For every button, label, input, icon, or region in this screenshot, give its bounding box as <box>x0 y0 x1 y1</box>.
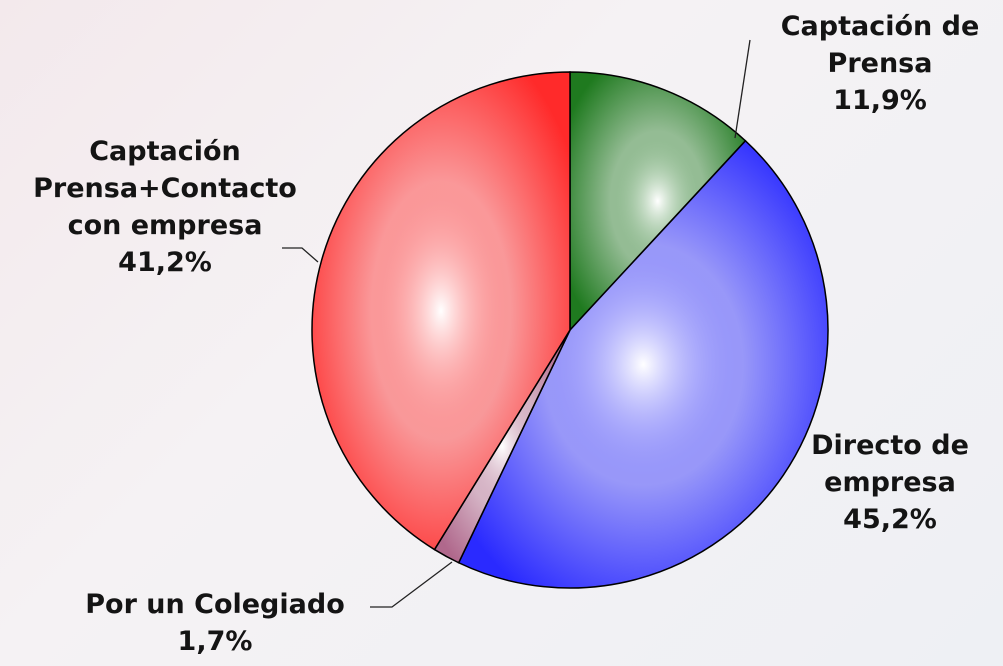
slice-label: Captación Prensa+Contacto con empresa <box>33 136 297 241</box>
slice-value: 11,9% <box>833 85 927 116</box>
slice-value: 41,2% <box>118 247 212 278</box>
pie-slice <box>311 71 571 551</box>
pie-slice <box>569 71 747 332</box>
slice-label: Captación de Prensa <box>780 11 980 79</box>
slice-label: Por un Colegiado <box>85 589 345 620</box>
leader-line <box>734 39 751 139</box>
slice-value: 1,7% <box>177 626 253 657</box>
leader-line <box>282 247 319 263</box>
slice-value: 45,2% <box>843 504 937 535</box>
pie-slice <box>457 139 829 589</box>
slice-label: Directo de empresa <box>811 430 969 498</box>
leader-line <box>370 561 453 608</box>
